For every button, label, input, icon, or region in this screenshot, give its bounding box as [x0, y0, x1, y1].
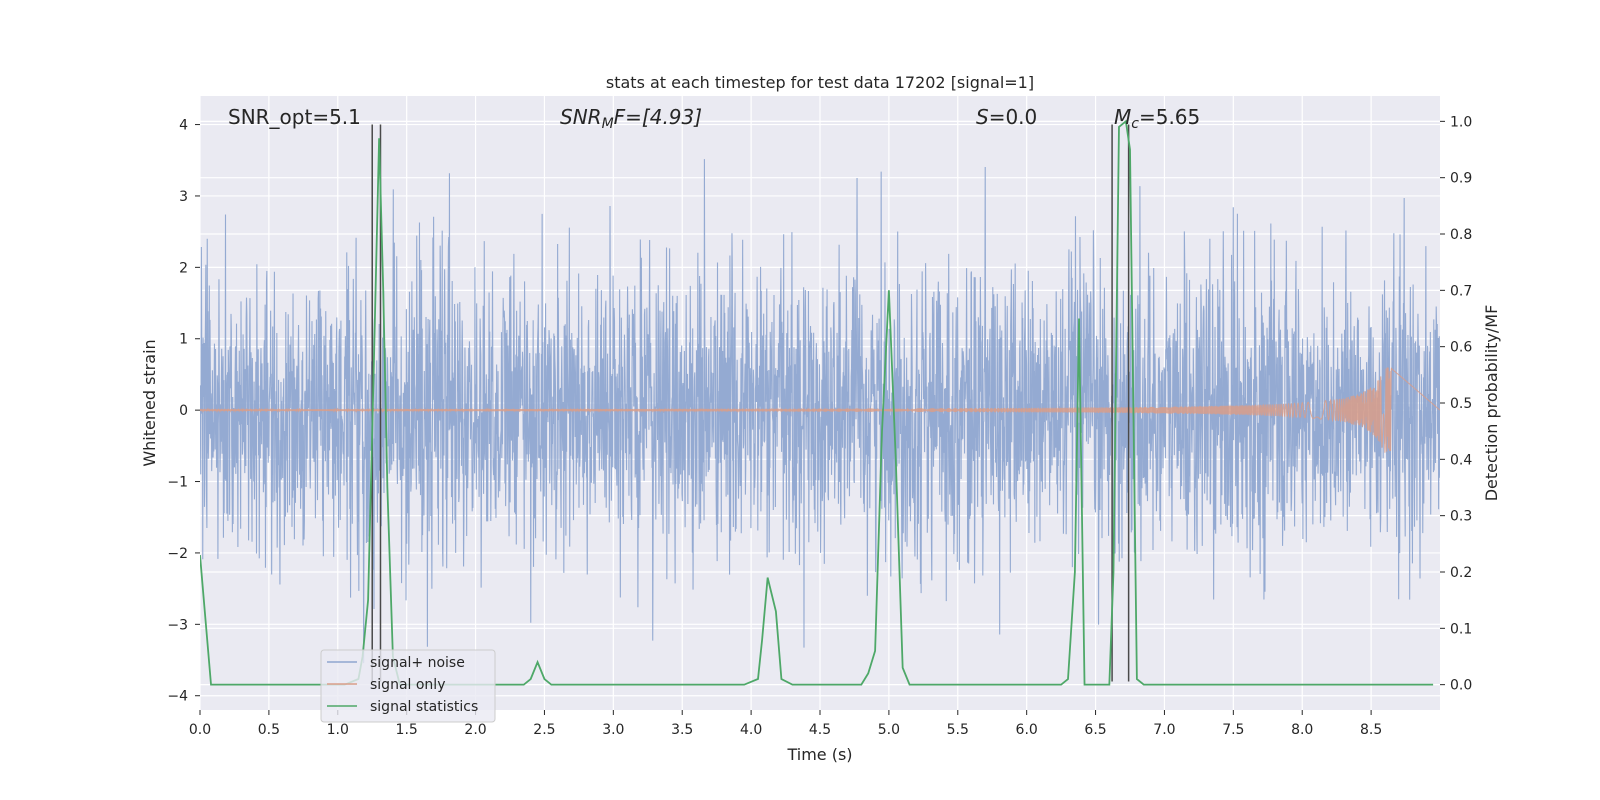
x-tick-label: 6.5 — [1084, 722, 1106, 738]
x-tick-label: 0.0 — [189, 722, 211, 738]
x-tick-label: 3.0 — [602, 722, 624, 738]
annotation-snr-mf-base: SNR — [560, 105, 602, 129]
y-right-tick-label: 0.2 — [1450, 565, 1472, 581]
x-tick-label: 1.5 — [396, 722, 418, 738]
x-tick-label: 3.5 — [671, 722, 693, 738]
x-tick-label: 5.5 — [947, 722, 969, 738]
y-right-tick-label: 0.8 — [1450, 227, 1472, 243]
y-right-tick-label: 0.5 — [1450, 396, 1472, 412]
annotation-snr-mf-sub: M — [602, 116, 614, 132]
x-tick-label: 7.5 — [1222, 722, 1244, 738]
y-axis-right-label: Detection probability/MF — [1482, 305, 1501, 502]
y-left-tick-label: 1 — [179, 332, 188, 348]
annotation-mc-symbol: M — [1114, 105, 1131, 129]
signal-trace — [200, 367, 1440, 453]
noise-trace — [200, 159, 1440, 664]
x-tick-label: 0.5 — [258, 722, 280, 738]
x-tick-label: 8.0 — [1291, 722, 1313, 738]
y-left-tick-label: −1 — [167, 475, 188, 491]
series-signal-only — [200, 367, 1440, 453]
y-left-tick-label: −2 — [167, 546, 188, 562]
legend-box — [320, 649, 496, 723]
legend: signal+ noise signal only signal statist… — [320, 649, 496, 723]
y-left-tick-label: 0 — [179, 403, 188, 419]
y-right-tick-label: 0.7 — [1450, 283, 1472, 299]
annotation-snr-opt: SNR_opt=5.1 — [228, 105, 361, 129]
x-tick-label: 1.0 — [327, 722, 349, 738]
legend-label-signal-statistics: signal statistics — [370, 699, 478, 715]
annotation-mc-sub: c — [1131, 116, 1139, 132]
y-right-tick-label: 0.0 — [1450, 678, 1472, 694]
y-left-tick-label: −4 — [167, 689, 188, 705]
y-right-tick-label: 0.1 — [1450, 621, 1472, 637]
annotation-mc-value: =5.65 — [1139, 105, 1200, 129]
x-tick-label: 2.5 — [533, 722, 555, 738]
x-tick-label: 7.0 — [1153, 722, 1175, 738]
y-axis-left-label: Whitened strain — [140, 339, 159, 466]
legend-label-signal-only: signal only — [370, 677, 445, 693]
annotation-mc: Mc=5.65 — [1114, 105, 1200, 132]
y-left-tick-label: 3 — [179, 189, 188, 205]
y-right-tick-label: 0.6 — [1450, 340, 1472, 356]
annotation-snr-mf-rest: F=[4.93] — [614, 105, 702, 129]
annotation-s-symbol: S — [976, 105, 989, 129]
y-left-tick-label: 2 — [179, 260, 188, 276]
legend-label-signal-plus-noise: signal+ noise — [370, 655, 465, 671]
annotation-s-value: =0.0 — [989, 105, 1038, 129]
y-right-tick-label: 0.9 — [1450, 171, 1472, 187]
x-tick-label: 6.0 — [1016, 722, 1038, 738]
annotation-s: S=0.0 — [976, 105, 1037, 129]
series-signal-plus-noise — [200, 159, 1440, 664]
y-right-tick-label: 0.4 — [1450, 452, 1472, 468]
x-tick-label: 5.0 — [878, 722, 900, 738]
chart-title: stats at each timestep for test data 172… — [606, 73, 1034, 92]
x-axis-label: Time (s) — [786, 745, 852, 764]
x-tick-label: 2.0 — [464, 722, 486, 738]
series-signal-statistics — [200, 119, 1434, 686]
y-left-tick-label: −3 — [167, 617, 188, 633]
x-tick-label: 4.5 — [809, 722, 831, 738]
y-axis-right-ticks: 0.0 0.1 0.2 0.3 0.4 0.5 0.6 0.7 0.8 0.9 1.0 — [1440, 114, 1472, 694]
annotation-snr-mf: SNRMF=[4.93] — [560, 105, 702, 132]
statistics-trace — [200, 119, 1434, 686]
x-axis-ticks: 0.0 0.5 1.0 1.5 2.0 2.5 3.0 3.5 4.0 4.5 5.0 5.5 6.0 6… — [189, 710, 1382, 738]
y-right-tick-label: 0.3 — [1450, 509, 1472, 525]
y-left-tick-label: 4 — [179, 118, 188, 134]
x-tick-label: 8.5 — [1360, 722, 1382, 738]
x-tick-label: 4.0 — [740, 722, 762, 738]
y-right-tick-label: 1.0 — [1450, 114, 1472, 130]
y-axis-left-ticks: −4 −3 −2 −1 0 1 2 3 4 — [167, 118, 200, 705]
